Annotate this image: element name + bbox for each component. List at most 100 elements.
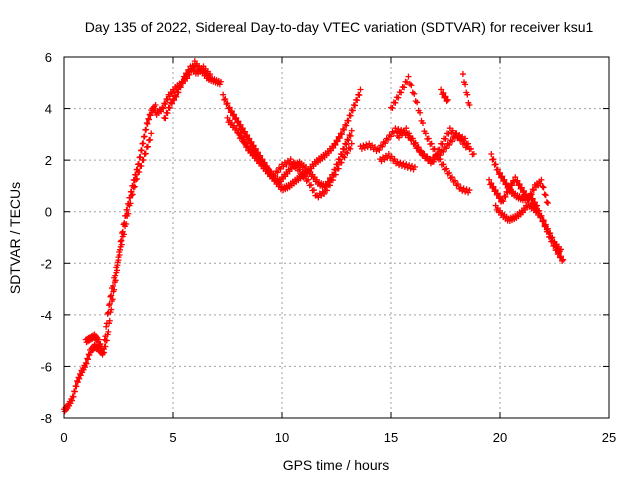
data-point	[401, 129, 408, 136]
data-point	[117, 238, 124, 245]
data-point	[505, 184, 512, 191]
y-axis-label: SDTVAR / TECUs	[7, 182, 23, 294]
data-point	[354, 97, 361, 104]
series-dip-c	[235, 130, 355, 201]
data-point	[379, 143, 386, 150]
data-point	[501, 176, 508, 183]
data-point	[459, 71, 466, 78]
data-point	[549, 234, 556, 241]
data-point	[134, 175, 141, 182]
data-point	[385, 136, 392, 143]
data-point	[537, 180, 544, 187]
data-point	[321, 190, 328, 197]
data-point	[137, 153, 144, 160]
data-point	[271, 172, 278, 179]
data-point	[398, 89, 405, 96]
data-point	[105, 309, 112, 316]
data-point	[522, 192, 529, 199]
y-tick-label: 0	[45, 205, 52, 220]
data-point	[541, 191, 548, 198]
data-point	[258, 157, 265, 164]
series-mid-c	[394, 125, 471, 167]
data-point	[104, 310, 111, 317]
plot-frame	[63, 56, 610, 419]
data-point	[128, 192, 135, 199]
data-point	[544, 199, 551, 206]
data-point	[488, 150, 495, 157]
data-point	[436, 146, 443, 153]
data-point	[123, 221, 130, 228]
data-point	[235, 118, 242, 125]
data-point	[332, 171, 339, 178]
data-point	[308, 181, 315, 188]
data-point	[147, 136, 154, 143]
data-point	[238, 126, 245, 133]
data-point	[497, 193, 503, 200]
series-peak-b	[161, 63, 214, 122]
data-point	[516, 181, 523, 188]
data-point	[337, 130, 344, 137]
data-marks	[61, 58, 567, 415]
data-point	[389, 104, 396, 111]
data-point	[261, 161, 268, 168]
data-point	[330, 144, 337, 151]
data-point	[523, 191, 530, 198]
x-axis-label: GPS time / hours	[283, 457, 390, 473]
data-point	[237, 121, 244, 128]
data-point	[489, 184, 496, 191]
data-point	[144, 120, 151, 127]
series-frag-2	[459, 71, 473, 108]
data-point	[341, 154, 348, 161]
x-tick-label: 20	[493, 430, 507, 445]
data-point	[358, 145, 365, 152]
data-point	[403, 125, 410, 132]
series-tail-b	[486, 174, 551, 206]
data-point	[507, 181, 514, 188]
data-point	[498, 174, 505, 181]
data-point	[343, 122, 350, 129]
data-point	[512, 174, 519, 181]
data-point	[352, 102, 359, 109]
data-point	[492, 161, 499, 168]
data-point	[231, 111, 238, 118]
data-point	[347, 132, 354, 139]
data-point	[560, 256, 567, 263]
data-point	[221, 96, 228, 103]
data-point	[73, 383, 80, 390]
x-tick-label: 25	[602, 430, 616, 445]
data-point	[443, 98, 450, 105]
data-point	[217, 78, 224, 85]
data-point	[543, 226, 550, 233]
data-point	[238, 133, 245, 140]
data-point	[345, 117, 352, 124]
data-point	[338, 159, 345, 166]
data-point	[76, 375, 83, 382]
data-point	[172, 92, 179, 99]
data-point	[499, 197, 506, 204]
x-tick-label: 5	[169, 430, 176, 445]
data-point	[305, 176, 312, 183]
data-point	[506, 185, 513, 192]
data-point	[160, 105, 167, 112]
data-point	[500, 198, 507, 205]
data-point	[108, 306, 115, 313]
data-point	[333, 137, 340, 144]
data-point	[140, 156, 147, 163]
data-point	[233, 114, 240, 121]
data-point	[464, 91, 471, 98]
data-point	[99, 350, 106, 357]
data-point	[394, 158, 401, 165]
data-point	[419, 120, 426, 127]
data-point	[406, 130, 413, 137]
data-point	[495, 171, 502, 178]
data-point	[83, 360, 90, 367]
data-point	[414, 144, 421, 151]
data-point	[84, 356, 91, 363]
data-point	[440, 161, 447, 168]
data-point	[508, 182, 515, 189]
data-point	[241, 137, 248, 144]
data-point	[120, 231, 127, 238]
data-point	[440, 89, 447, 96]
data-point	[342, 140, 349, 147]
data-point	[487, 181, 494, 188]
